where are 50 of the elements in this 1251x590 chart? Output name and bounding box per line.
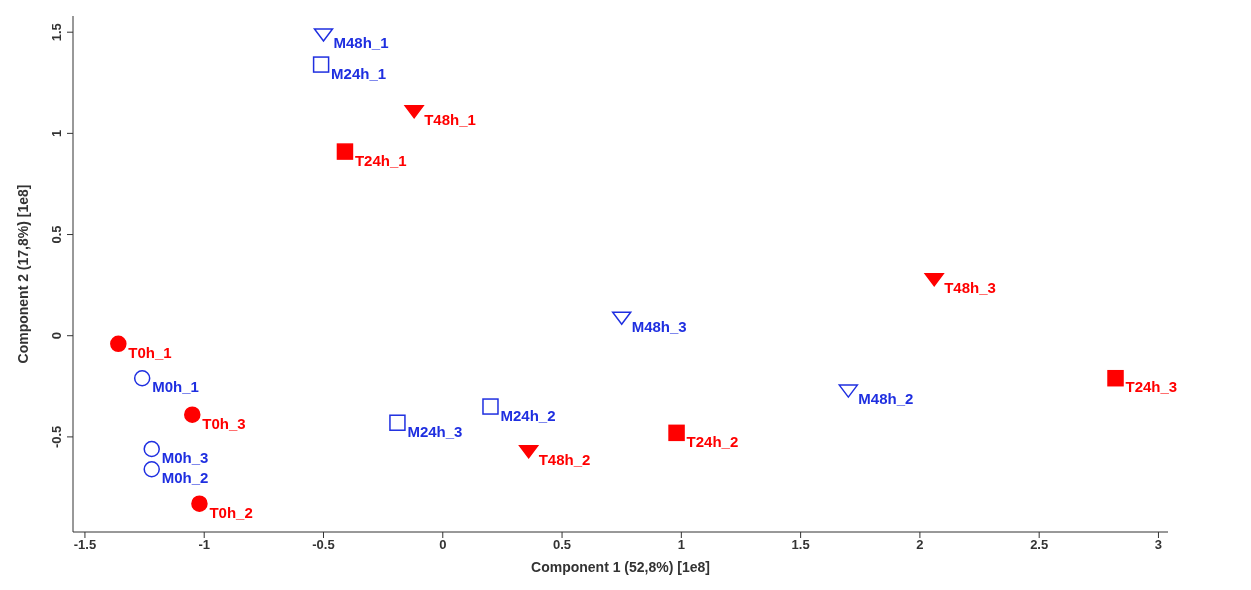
point [482,398,499,415]
y-tick-label: 1.5 [49,23,64,42]
y-axis-title: Component 2 (17,8%) [1e8] [14,184,31,364]
data-label: M48h_2 [858,390,914,408]
data-label: M24h_3 [407,422,463,440]
point [389,414,406,431]
x-tick-label: -1.5 [73,537,97,553]
point [312,56,330,73]
x-tick-label: -1 [198,537,210,553]
data-label: T48h_2 [538,451,591,469]
data-label: T0h_1 [128,343,172,361]
point [404,105,424,119]
point [924,273,944,287]
x-tick-label: 3 [1154,537,1163,553]
point [668,424,685,442]
x-tick-label: 0.5 [553,537,572,553]
x-axis-title: Component 1 (52,8%) [1e8] [531,559,710,575]
data-label: T48h_3 [944,279,996,297]
data-label: T48h_1 [424,111,476,129]
data-label: T0h_2 [209,503,253,521]
data-label: M48h_1 [333,34,389,52]
data-label: M24h_1 [331,64,387,82]
y-tick-label: 0.5 [49,225,64,244]
y-tick-label: -0.5 [49,425,64,449]
x-tick-label: 1.5 [791,537,810,553]
data-label: M0h_2 [161,469,209,487]
point [143,461,160,478]
data-label: M48h_3 [631,317,687,335]
x-tick-label: 2.5 [1030,537,1049,553]
x-tick-label: 2 [916,537,924,553]
point [110,335,127,353]
data-label: T24h_2 [686,432,739,450]
x-tick-label: -0.5 [312,537,335,553]
point [143,440,160,458]
y-tick-label: 1 [49,129,64,137]
data-label: M0h_3 [161,449,209,467]
point [611,311,632,326]
x-tick-label: 0 [439,537,447,553]
data-label: T0h_3 [202,414,246,432]
point [1107,369,1124,387]
data-label: M0h_1 [152,378,199,396]
x-tick-label: 1 [677,537,685,553]
point [133,369,151,387]
y-tick-label: 0 [49,332,64,340]
point [191,495,208,512]
data-label: M24h_2 [500,406,556,424]
point [184,406,201,423]
data-label: T24h_3 [1125,378,1178,396]
data-label: T24h_1 [354,151,407,169]
point [336,143,354,160]
